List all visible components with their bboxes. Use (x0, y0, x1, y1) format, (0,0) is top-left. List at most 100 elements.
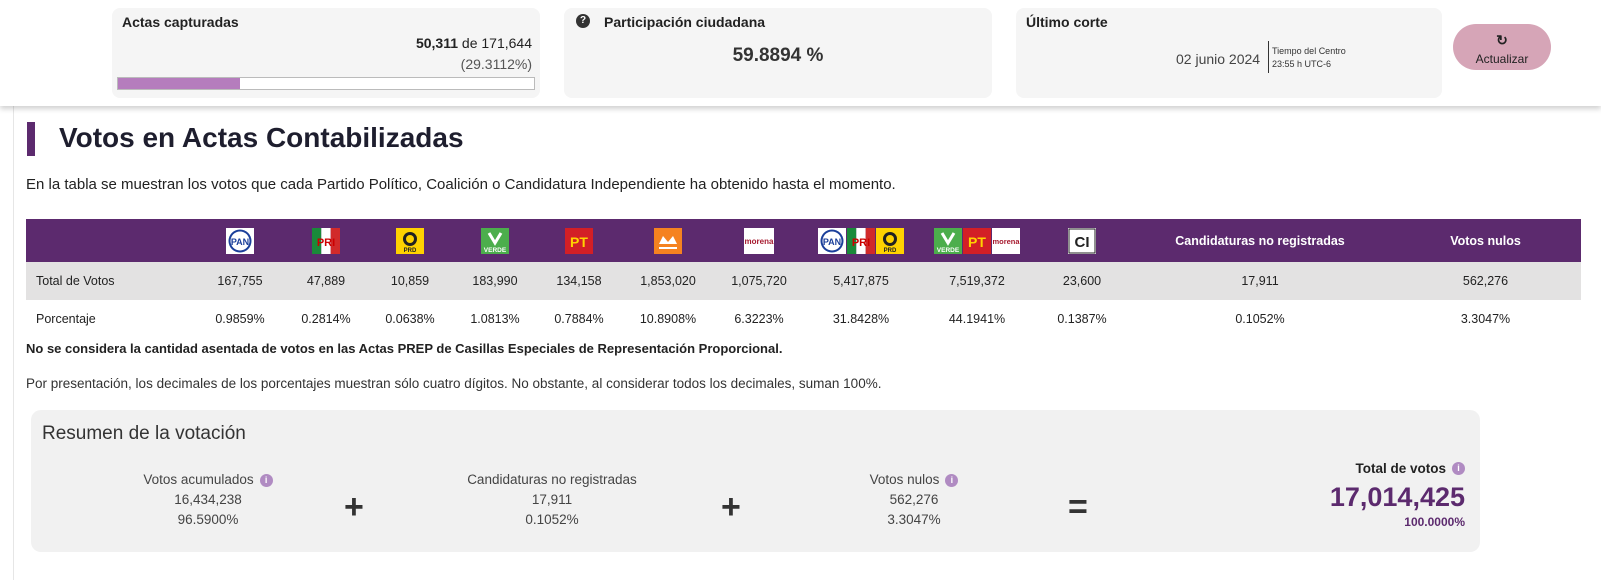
total-prd: 10,859 (390, 274, 430, 288)
percent-coalicion-verde-pt-morena: 44.1941% (948, 312, 1006, 326)
participacion-title: Participación ciudadana (604, 14, 766, 30)
page-intro: En la tabla se muestran los votos que ca… (26, 176, 896, 193)
actas-progress-fill (118, 78, 240, 89)
plus-sign-2: + (721, 488, 741, 526)
svg-text:morena: morena (745, 237, 774, 246)
party-header-morena: morena (716, 219, 802, 262)
total-votos-percent: 100.0000% (1404, 515, 1465, 529)
svg-text:VERDE: VERDE (937, 247, 960, 254)
svg-text:morena: morena (992, 237, 1020, 246)
total-no-registradas: 17,911 (1241, 274, 1279, 288)
coalicion-verde-pt-morena-logo: VERDE PT morena (934, 227, 1020, 254)
plus-sign: + (344, 488, 364, 526)
table-row-total: Total de Votos 167,755 47,889 10,859 183… (26, 262, 1581, 300)
party-header-mc (620, 219, 716, 262)
status-bar: Actas capturadas 50,311 de 171,644 (29.3… (0, 0, 1601, 106)
no-registradas-value: 17,911 (531, 492, 573, 507)
prd-logo: PRD (396, 227, 424, 254)
percent-pri: 0.2814% (301, 312, 351, 326)
pri-logo: PRI (312, 227, 340, 254)
note-casillas-especiales: No se considera la cantidad asentada de … (26, 341, 783, 356)
svg-text:VERDE: VERDE (484, 247, 507, 254)
info-icon[interactable]: i (945, 473, 959, 487)
svg-text:PRI: PRI (317, 237, 335, 249)
pt-logo: PT (565, 227, 593, 254)
total-pri: 47,889 (306, 274, 346, 288)
coalicion-pan-pri-prd-logo: PAN PRI PRD (818, 227, 904, 254)
movimiento-ciudadano-logo (654, 227, 682, 254)
total-coalicion-verde-pt-morena: 7,519,372 (949, 274, 1005, 288)
acumulados-label: Votos acumulados (143, 472, 254, 487)
total-morena: 1,075,720 (731, 274, 787, 288)
table-row-percent: Porcentaje 0.9859% 0.2814% 0.0638% 1.081… (26, 300, 1581, 338)
percent-pan: 0.9859% (215, 312, 265, 326)
votes-table: PAN PRI PRD (26, 219, 1581, 338)
corte-tz-time: 23:55 h UTC-6 (1272, 59, 1332, 69)
total-pt: 134,158 (556, 274, 602, 288)
corte-title: Último corte (1026, 14, 1108, 30)
info-icon[interactable]: i (1452, 462, 1465, 476)
total-ci: 23,600 (1062, 274, 1102, 288)
total-mc: 1,853,020 (640, 274, 696, 288)
refresh-icon: ↻ (1496, 32, 1508, 48)
total-nulos: 562,276 (1462, 274, 1509, 288)
nulos-label: Votos nulos (869, 472, 940, 487)
total-verde: 183,990 (472, 274, 518, 288)
resumen-acumulados: Votos acumulados i 16,434,238 96.5900% (93, 470, 323, 530)
corte-divider (1268, 41, 1269, 73)
corte-date: 02 junio 2024 (1176, 51, 1261, 67)
percent-mc: 10.8908% (639, 312, 697, 326)
header-votos-nulos: Votos nulos (1450, 233, 1521, 248)
svg-text:PRD: PRD (404, 248, 417, 254)
pan-logo: PAN (226, 227, 254, 254)
actas-title: Actas capturadas (122, 14, 239, 30)
actas-progress-bar (117, 77, 535, 90)
resumen-total: Total de votos i 17,014,425 100.0000% (1330, 460, 1465, 529)
morena-logo: morena (744, 227, 774, 254)
total-coalicion-pan-pri-prd: 5,417,875 (833, 274, 889, 288)
page-title: Votos en Actas Contabilizadas (59, 122, 464, 153)
percent-prd: 0.0638% (385, 312, 435, 326)
note-decimales: Por presentación, los decimales de los p… (26, 376, 882, 391)
verde-logo: VERDE (481, 227, 509, 254)
total-pan: 167,755 (217, 274, 263, 288)
participacion-card: ? Participación ciudadana 59.8894 % (564, 8, 992, 98)
resumen-votacion-panel: Resumen de la votación Votos acumulados i… (31, 410, 1480, 552)
party-header-verde: VERDE (452, 219, 538, 262)
equals-sign: = (1068, 488, 1088, 526)
no-registradas-label: Candidaturas no registradas (467, 472, 637, 487)
percent-nulos: 3.3047% (1460, 312, 1511, 326)
info-icon[interactable]: i (259, 473, 273, 487)
actas-capturadas-card: Actas capturadas 50,311 de 171,644 (29.3… (112, 8, 540, 98)
main-content: Votos en Actas Contabilizadas En la tabl… (13, 106, 1601, 580)
actas-percent: (29.3112%) (460, 56, 532, 72)
resumen-nulos: Votos nulos i 562,276 3.3047% (804, 470, 1024, 530)
total-votos-value: 17,014,425 (1329, 482, 1465, 512)
title-accent-bar (27, 122, 35, 156)
participacion-value: 59.8894 % (732, 45, 824, 66)
header-no-registradas: Candidaturas no registradas (1175, 233, 1345, 248)
percent-morena: 6.3223% (734, 312, 784, 326)
svg-text:CI: CI (1075, 234, 1090, 251)
resumen-no-registradas: Candidaturas no registradas 17,911 0.105… (437, 470, 667, 530)
table-header-row: PAN PRI PRD (26, 219, 1581, 262)
candidatura-independiente-logo: CI (1068, 227, 1096, 254)
question-icon[interactable]: ? (576, 14, 590, 28)
nulos-percent: 3.3047% (887, 512, 941, 527)
ultimo-corte-card: Último corte 02 junio 2024 Tiempo del Ce… (1016, 8, 1442, 98)
party-header-pan: PAN (196, 219, 284, 262)
party-header-coalicion-verde-pt-morena: VERDE PT morena (920, 219, 1034, 262)
actualizar-button[interactable]: ↻ Actualizar (1453, 24, 1551, 70)
actas-captured-value: 50,311 (415, 35, 459, 51)
row-label-percent: Porcentaje (36, 312, 96, 326)
nulos-value: 562,276 (889, 492, 939, 507)
party-header-coalicion-pan-pri-prd: PAN PRI PRD (802, 219, 920, 262)
percent-pt: 0.7884% (554, 312, 604, 326)
party-header-pri: PRI (284, 219, 368, 262)
svg-text:PAN: PAN (231, 237, 249, 247)
acumulados-value: 16,434,238 (174, 492, 242, 507)
svg-text:PAN: PAN (823, 237, 841, 247)
resumen-title: Resumen de la votación (42, 423, 246, 444)
actualizar-label: Actualizar (1475, 52, 1529, 66)
svg-text:PRI: PRI (852, 237, 870, 249)
